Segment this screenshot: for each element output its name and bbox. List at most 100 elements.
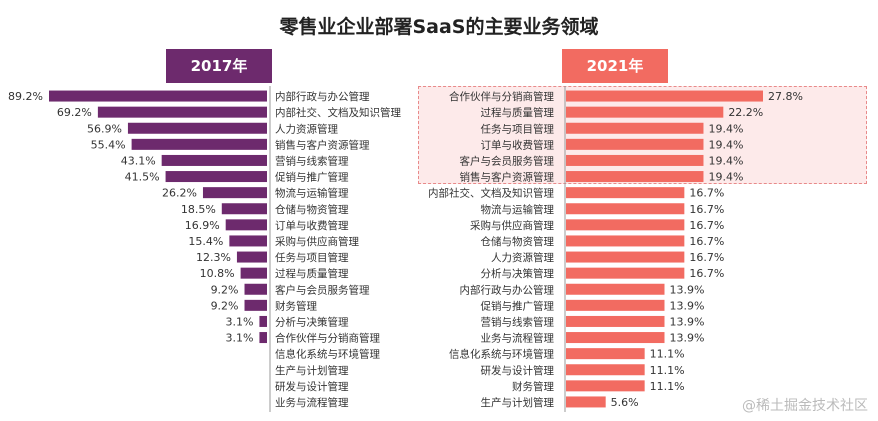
value-label-2021-19: 11.1%: [650, 380, 685, 393]
bar-2017-6: [165, 171, 267, 183]
value-label-2021-20: 5.6%: [611, 396, 639, 409]
value-label-2017-7: 26.2%: [162, 187, 197, 200]
bar-2017-16: [259, 332, 267, 344]
category-label-2021-18: 研发与设计管理: [481, 364, 555, 377]
category-label-2021-3: 任务与项目管理: [481, 122, 555, 135]
category-label-2021-11: 人力资源管理: [491, 251, 554, 264]
bar-2021-12: [566, 267, 685, 279]
bar-2021-1: [566, 90, 763, 102]
bar-2021-15: [566, 315, 665, 327]
category-label-2021-16: 业务与流程管理: [481, 332, 555, 345]
value-label-2021-5: 19.4%: [708, 154, 743, 167]
value-label-2017-11: 12.3%: [196, 251, 231, 264]
bar-2021-17: [566, 348, 645, 360]
category-label-2017-5: 营销与线索管理: [275, 154, 349, 167]
category-label-2021-10: 仓储与物资管理: [481, 235, 555, 248]
bar-2021-10: [566, 235, 685, 247]
watermark: @稀土掘金技术社区: [742, 398, 868, 414]
value-label-2021-6: 19.4%: [708, 171, 743, 184]
value-label-2021-1: 27.8%: [768, 90, 803, 103]
year-badge-2017: 2017年: [166, 49, 272, 83]
value-label-2017-13: 9.2%: [211, 283, 239, 296]
value-label-2017-2: 69.2%: [57, 106, 92, 119]
value-label-2021-9: 16.7%: [689, 219, 724, 232]
bar-2021-9: [566, 219, 685, 231]
category-label-2017-20: 业务与流程管理: [275, 396, 349, 409]
value-label-2017-9: 16.9%: [185, 219, 220, 232]
value-label-2021-18: 11.1%: [650, 364, 685, 377]
category-label-2021-1: 合作伙伴与分销商管理: [449, 90, 554, 103]
value-label-2017-4: 55.4%: [91, 138, 126, 151]
value-label-2017-16: 3.1%: [225, 332, 253, 345]
bar-2017-14: [244, 299, 267, 311]
value-label-2021-15: 13.9%: [670, 315, 705, 328]
category-label-2021-9: 采购与供应商管理: [470, 219, 554, 232]
bar-2021-6: [566, 171, 704, 183]
bar-2021-13: [566, 283, 665, 295]
top-highlight-box: [418, 86, 867, 184]
bar-2017-11: [236, 251, 267, 263]
category-label-2021-6: 销售与客户资源管理: [460, 171, 555, 184]
bar-2021-16: [566, 332, 665, 344]
bar-2021-7: [566, 187, 685, 199]
value-label-2021-2: 22.2%: [728, 106, 763, 119]
bar-2021-11: [566, 251, 685, 263]
category-label-2017-18: 生产与计划管理: [275, 364, 349, 377]
bar-2017-4: [131, 138, 267, 150]
bar-2021-20: [566, 396, 606, 408]
value-label-2021-13: 13.9%: [670, 283, 705, 296]
value-label-2021-17: 11.1%: [650, 348, 685, 361]
category-label-2021-13: 内部行政与办公管理: [460, 283, 555, 296]
value-label-2021-16: 13.9%: [670, 332, 705, 345]
category-label-2021-19: 财务管理: [512, 380, 554, 393]
category-label-2017-3: 人力资源管理: [275, 122, 338, 135]
value-label-2017-14: 9.2%: [211, 299, 239, 312]
category-label-2021-12: 分析与决策管理: [481, 267, 555, 280]
year-badge-2021: 2021年: [562, 49, 668, 83]
bar-2017-3: [127, 122, 268, 134]
bar-2017-10: [229, 235, 267, 247]
bar-2017-8: [221, 203, 267, 215]
category-label-2017-4: 销售与客户资源管理: [275, 138, 370, 151]
value-label-2021-4: 19.4%: [708, 138, 743, 151]
category-label-2021-8: 物流与运输管理: [481, 203, 555, 216]
value-label-2017-15: 3.1%: [225, 315, 253, 328]
category-label-2017-10: 采购与供应商管理: [275, 235, 359, 248]
value-label-2017-5: 43.1%: [121, 154, 156, 167]
category-label-2017-9: 订单与收费管理: [275, 219, 349, 232]
value-label-2021-10: 16.7%: [689, 235, 724, 248]
category-label-2021-20: 生产与计划管理: [481, 396, 555, 409]
bar-2021-8: [566, 203, 685, 215]
value-label-2017-10: 15.4%: [188, 235, 223, 248]
chart-title: 零售业企业部署SaaS的主要业务领域: [279, 16, 599, 38]
category-label-2021-2: 过程与质量管理: [481, 106, 555, 119]
category-label-2017-15: 分析与决策管理: [275, 315, 349, 328]
bar-2021-3: [566, 122, 704, 134]
category-label-2017-16: 合作伙伴与分销商管理: [275, 332, 380, 345]
category-label-2017-14: 财务管理: [275, 299, 317, 312]
value-label-2017-12: 10.8%: [200, 267, 235, 280]
value-label-2021-12: 16.7%: [689, 267, 724, 280]
bar-2021-2: [566, 106, 724, 118]
bar-2017-7: [202, 187, 267, 199]
category-label-2017-13: 客户与会员服务管理: [275, 283, 370, 296]
category-label-2017-1: 内部行政与办公管理: [275, 90, 370, 103]
value-label-2017-1: 89.2%: [8, 90, 43, 103]
bar-2021-5: [566, 154, 704, 166]
value-label-2017-8: 18.5%: [181, 203, 216, 216]
bar-2017-13: [244, 283, 267, 295]
category-label-2021-5: 客户与会员服务管理: [460, 154, 555, 167]
category-label-2017-17: 信息化系统与环境管理: [275, 348, 380, 361]
value-label-2017-6: 41.5%: [125, 171, 160, 184]
value-label-2021-3: 19.4%: [708, 122, 743, 135]
category-label-2017-12: 过程与质量管理: [275, 267, 349, 280]
category-label-2021-7: 内部社交、文档及知识管理: [428, 187, 554, 200]
bar-2017-5: [161, 154, 267, 166]
bar-2021-4: [566, 138, 704, 150]
value-label-2021-8: 16.7%: [689, 203, 724, 216]
category-label-2021-4: 订单与收费管理: [481, 138, 555, 151]
category-label-2017-6: 促销与推广管理: [275, 171, 349, 184]
bar-2017-9: [225, 219, 267, 231]
